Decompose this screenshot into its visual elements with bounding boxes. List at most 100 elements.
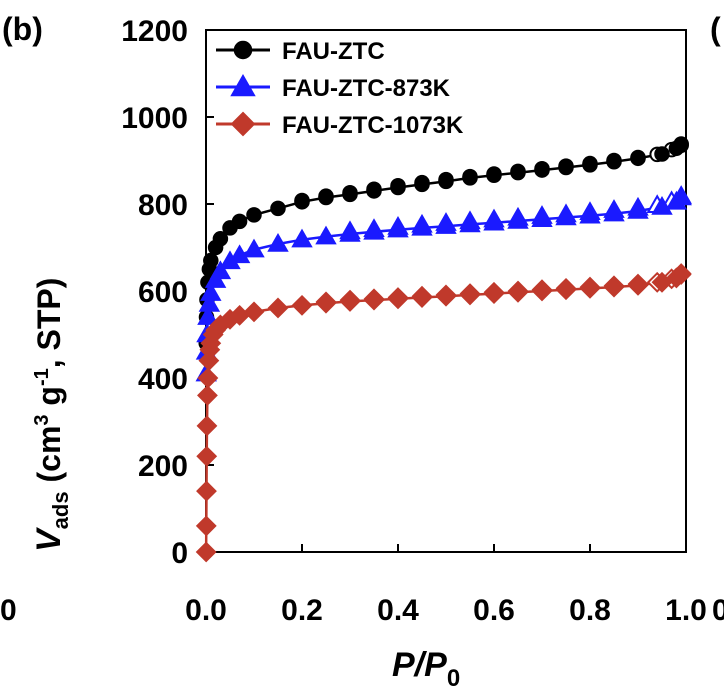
y-tick-label: 800 [138, 189, 188, 222]
data-point-triangle [387, 218, 409, 238]
data-point-diamond [579, 277, 601, 299]
y-title-rest3: , STP) [31, 278, 67, 369]
data-point-triangle [363, 220, 385, 240]
data-point-triangle [411, 216, 433, 236]
data-point-triangle [555, 206, 577, 226]
y-tick-label: 1200 [121, 15, 188, 48]
x-tick-label: 0.2 [281, 594, 323, 627]
data-point-diamond [339, 291, 361, 312]
x-tick-label: 0.8 [569, 594, 611, 627]
data-point-circle [606, 154, 622, 170]
y-tick-label: 600 [138, 276, 188, 309]
data-point-diamond [230, 111, 256, 137]
data-point-triangle [670, 186, 692, 206]
data-point-diamond [197, 384, 218, 406]
data-point-circle [534, 162, 550, 178]
data-point-diamond [603, 276, 625, 298]
series-triangle [195, 185, 692, 382]
data-point-circle [673, 137, 689, 154]
data-point-circle [462, 170, 478, 186]
data-point-circle [630, 150, 646, 167]
data-point-triangle [507, 209, 529, 229]
legend-label: FAU-ZTC [282, 38, 385, 65]
data-point-circle [212, 231, 229, 247]
legend: FAU-ZTC FAU-ZTC-873K FAU-ZTC-1073K [216, 38, 464, 139]
data-point-triangle [531, 208, 553, 227]
data-point-diamond [670, 264, 692, 285]
data-point-diamond [267, 297, 289, 319]
data-point-triangle [209, 260, 232, 280]
x-tick-label: 0.4 [377, 594, 419, 627]
data-point-diamond [195, 515, 217, 537]
series-diamond [195, 263, 692, 563]
data-point-circle [438, 173, 454, 190]
data-point-triangle [459, 213, 481, 233]
data-point-triangle [579, 204, 601, 224]
data-point-triangle [198, 293, 221, 312]
x-title-sub: 0 [447, 665, 460, 692]
data-point-diamond [507, 281, 529, 303]
y-tick-label: 400 [138, 363, 188, 396]
data-point-triangle [435, 215, 457, 234]
data-point-circle [582, 157, 598, 173]
data-point-diamond [315, 292, 337, 314]
data-point-circle [203, 252, 219, 269]
data-point-triangle [243, 238, 265, 258]
data-point-diamond [195, 541, 217, 563]
data-point-diamond [363, 289, 385, 311]
data-point-triangle [339, 222, 361, 242]
data-point-circle [414, 176, 430, 193]
y-title-main: V [30, 526, 68, 552]
y-title-rest2: g [31, 386, 67, 414]
data-point-diamond [387, 288, 409, 310]
data-point-circle [486, 167, 502, 184]
x-tick-label: 0.0 [185, 594, 227, 627]
data-point-diamond [197, 367, 219, 389]
data-point-diamond [243, 301, 265, 323]
edge-glyph-right-axis: 0 [712, 594, 724, 627]
data-point-triangle [267, 233, 289, 252]
x-axis-title: P/P0 [392, 646, 460, 692]
data-point-diamond [196, 480, 217, 502]
y-tick-label: 1000 [121, 102, 188, 135]
data-point-triangle [483, 211, 505, 231]
data-point-diamond [555, 279, 577, 301]
data-point-circle [510, 164, 526, 181]
axis-ticks: 0 200 400 600 800 1000 1200 0.0 0.2 0.4 0.6 0.8 1.0 [121, 15, 707, 627]
y-title-sup: 3 [31, 414, 53, 425]
data-point-triangle [228, 244, 251, 264]
data-point-diamond [196, 445, 218, 467]
data-point-circle [294, 194, 310, 210]
data-point-diamond [627, 274, 649, 296]
y-axis-title: Vads (cm3 g-1, STP) [30, 278, 73, 552]
panel-label: (b) [2, 11, 43, 47]
series-layer [195, 136, 692, 563]
data-point-circle [318, 189, 334, 206]
data-point-circle [233, 40, 253, 60]
x-tick-label: 0.6 [473, 594, 515, 627]
data-point-circle [654, 146, 670, 162]
series-circle [198, 136, 689, 351]
data-point-circle [270, 200, 286, 217]
data-point-diamond [531, 280, 553, 302]
y-title-sup2: -1 [31, 368, 53, 386]
data-point-circle [558, 159, 574, 176]
x-title-main: P/P [392, 646, 447, 684]
data-point-triangle [230, 73, 256, 97]
data-point-diamond [196, 415, 218, 437]
data-point-triangle [200, 282, 222, 301]
data-point-diamond [291, 294, 313, 316]
data-point-circle [342, 186, 358, 203]
data-point-triangle [315, 225, 337, 245]
y-title-rest: (cm [31, 426, 67, 492]
data-point-diamond [483, 283, 505, 305]
legend-label: FAU-ZTC-873K [282, 75, 451, 102]
data-point-diamond [435, 285, 457, 307]
y-title-sub: ads [48, 491, 73, 529]
data-point-triangle [651, 196, 673, 215]
legend-label: FAU-ZTC-1073K [282, 112, 464, 139]
edge-glyph-right-top: ( [710, 11, 721, 47]
y-tick-label: 200 [138, 450, 188, 483]
data-point-triangle [627, 199, 649, 219]
